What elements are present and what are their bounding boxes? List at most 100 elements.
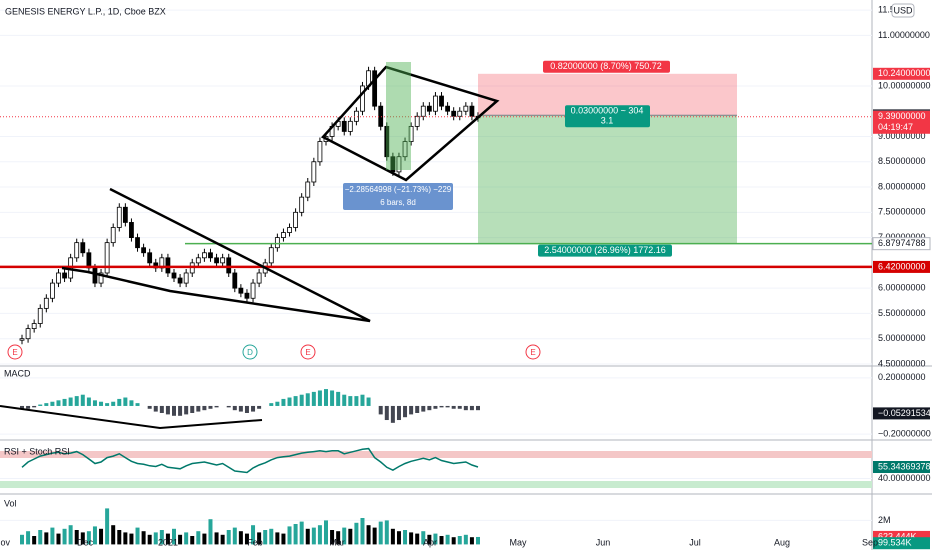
x-tick-label: Jun — [596, 537, 611, 547]
bar — [62, 398, 67, 406]
currency: USD — [893, 5, 913, 15]
bar — [287, 526, 292, 545]
bar — [269, 403, 274, 406]
y-tick-label: 11.00000000 — [878, 30, 930, 40]
bar — [214, 405, 219, 408]
price-tag-label: 10.24000000 — [878, 68, 931, 78]
bar — [117, 530, 122, 545]
bar — [80, 394, 85, 406]
falling-wedge — [61, 187, 371, 323]
bar — [105, 508, 110, 545]
y-tick-label: 2M — [878, 515, 891, 525]
price-tag-label: 6.87974788 — [878, 238, 926, 248]
bar — [360, 518, 365, 545]
bar — [409, 532, 414, 545]
currency-box — [891, 3, 915, 18]
rsi-line — [21, 447, 479, 474]
y-tick-label: 0.20000000 — [878, 372, 926, 382]
x-tick-label: Sep — [862, 537, 878, 547]
bar — [427, 405, 432, 411]
bar — [208, 519, 213, 545]
candle — [372, 70, 378, 107]
bar — [111, 525, 116, 545]
diamond-pattern — [320, 65, 500, 182]
event-marker — [525, 344, 541, 360]
candle — [129, 222, 134, 238]
price-tag — [873, 67, 930, 80]
candle — [378, 105, 384, 127]
macd-trendline — [0, 405, 263, 430]
countdown-box — [873, 121, 930, 134]
range-bars-text: 6 bars, 8d — [380, 198, 416, 207]
bar — [80, 532, 85, 545]
bar — [342, 527, 347, 545]
bar — [445, 405, 450, 408]
bar — [457, 536, 462, 545]
bar — [26, 405, 31, 409]
candle — [74, 242, 80, 259]
candle — [122, 206, 128, 223]
bar — [184, 405, 189, 415]
bar — [257, 532, 262, 545]
candle — [177, 277, 183, 284]
y-tick-label: 8.00000000 — [878, 181, 926, 191]
bar — [342, 394, 347, 406]
candle — [110, 227, 116, 244]
candle — [305, 181, 311, 198]
bar — [293, 524, 298, 545]
candle — [384, 125, 390, 158]
y-tick-label: 7.50000000 — [878, 207, 926, 217]
candle — [353, 110, 359, 122]
event-label: E — [12, 348, 17, 357]
x-tick-label: May — [509, 537, 527, 547]
bar — [117, 398, 122, 406]
bar — [38, 530, 43, 545]
candle — [25, 328, 31, 340]
bar — [390, 528, 395, 545]
candle — [141, 247, 147, 254]
bar — [196, 405, 201, 412]
bar — [269, 528, 274, 545]
y-tick-label: 7.00000000 — [878, 232, 926, 242]
candle — [311, 161, 317, 183]
bar — [50, 527, 55, 545]
y-tick-label: 11.5 — [878, 4, 895, 14]
bar — [86, 397, 91, 406]
candle — [238, 287, 244, 294]
bar — [476, 536, 480, 545]
panel-title: RSI + Stoch RSI — [4, 446, 70, 456]
candle — [414, 115, 420, 127]
bar — [354, 522, 359, 545]
candle — [317, 141, 323, 163]
bar — [311, 391, 316, 406]
bar — [56, 533, 61, 545]
bar — [105, 403, 110, 406]
bar — [324, 520, 328, 545]
date-range-highlight — [386, 62, 411, 170]
bar — [178, 534, 183, 545]
bar — [20, 405, 24, 409]
event-label: E — [530, 348, 535, 357]
y-tick-label: 9.00000000 — [878, 131, 926, 141]
bar — [463, 534, 468, 545]
price-tag-label: 6.42000000 — [878, 261, 926, 271]
bar — [238, 531, 243, 545]
bar — [293, 396, 298, 406]
candle — [232, 272, 238, 289]
bar — [409, 405, 414, 415]
bar — [147, 405, 152, 409]
bar — [50, 401, 55, 406]
bar — [403, 530, 408, 545]
price-tag — [873, 461, 930, 474]
bar — [92, 526, 97, 545]
candle — [439, 95, 444, 107]
candle — [31, 323, 37, 329]
x-tick-label: Dec — [77, 537, 94, 547]
bar — [208, 405, 213, 409]
bar — [348, 396, 353, 406]
range-box — [343, 183, 453, 210]
bar — [99, 401, 104, 406]
bar — [62, 528, 67, 545]
reward-label-box — [538, 244, 672, 257]
x-tick-label: 2021 — [158, 537, 178, 547]
